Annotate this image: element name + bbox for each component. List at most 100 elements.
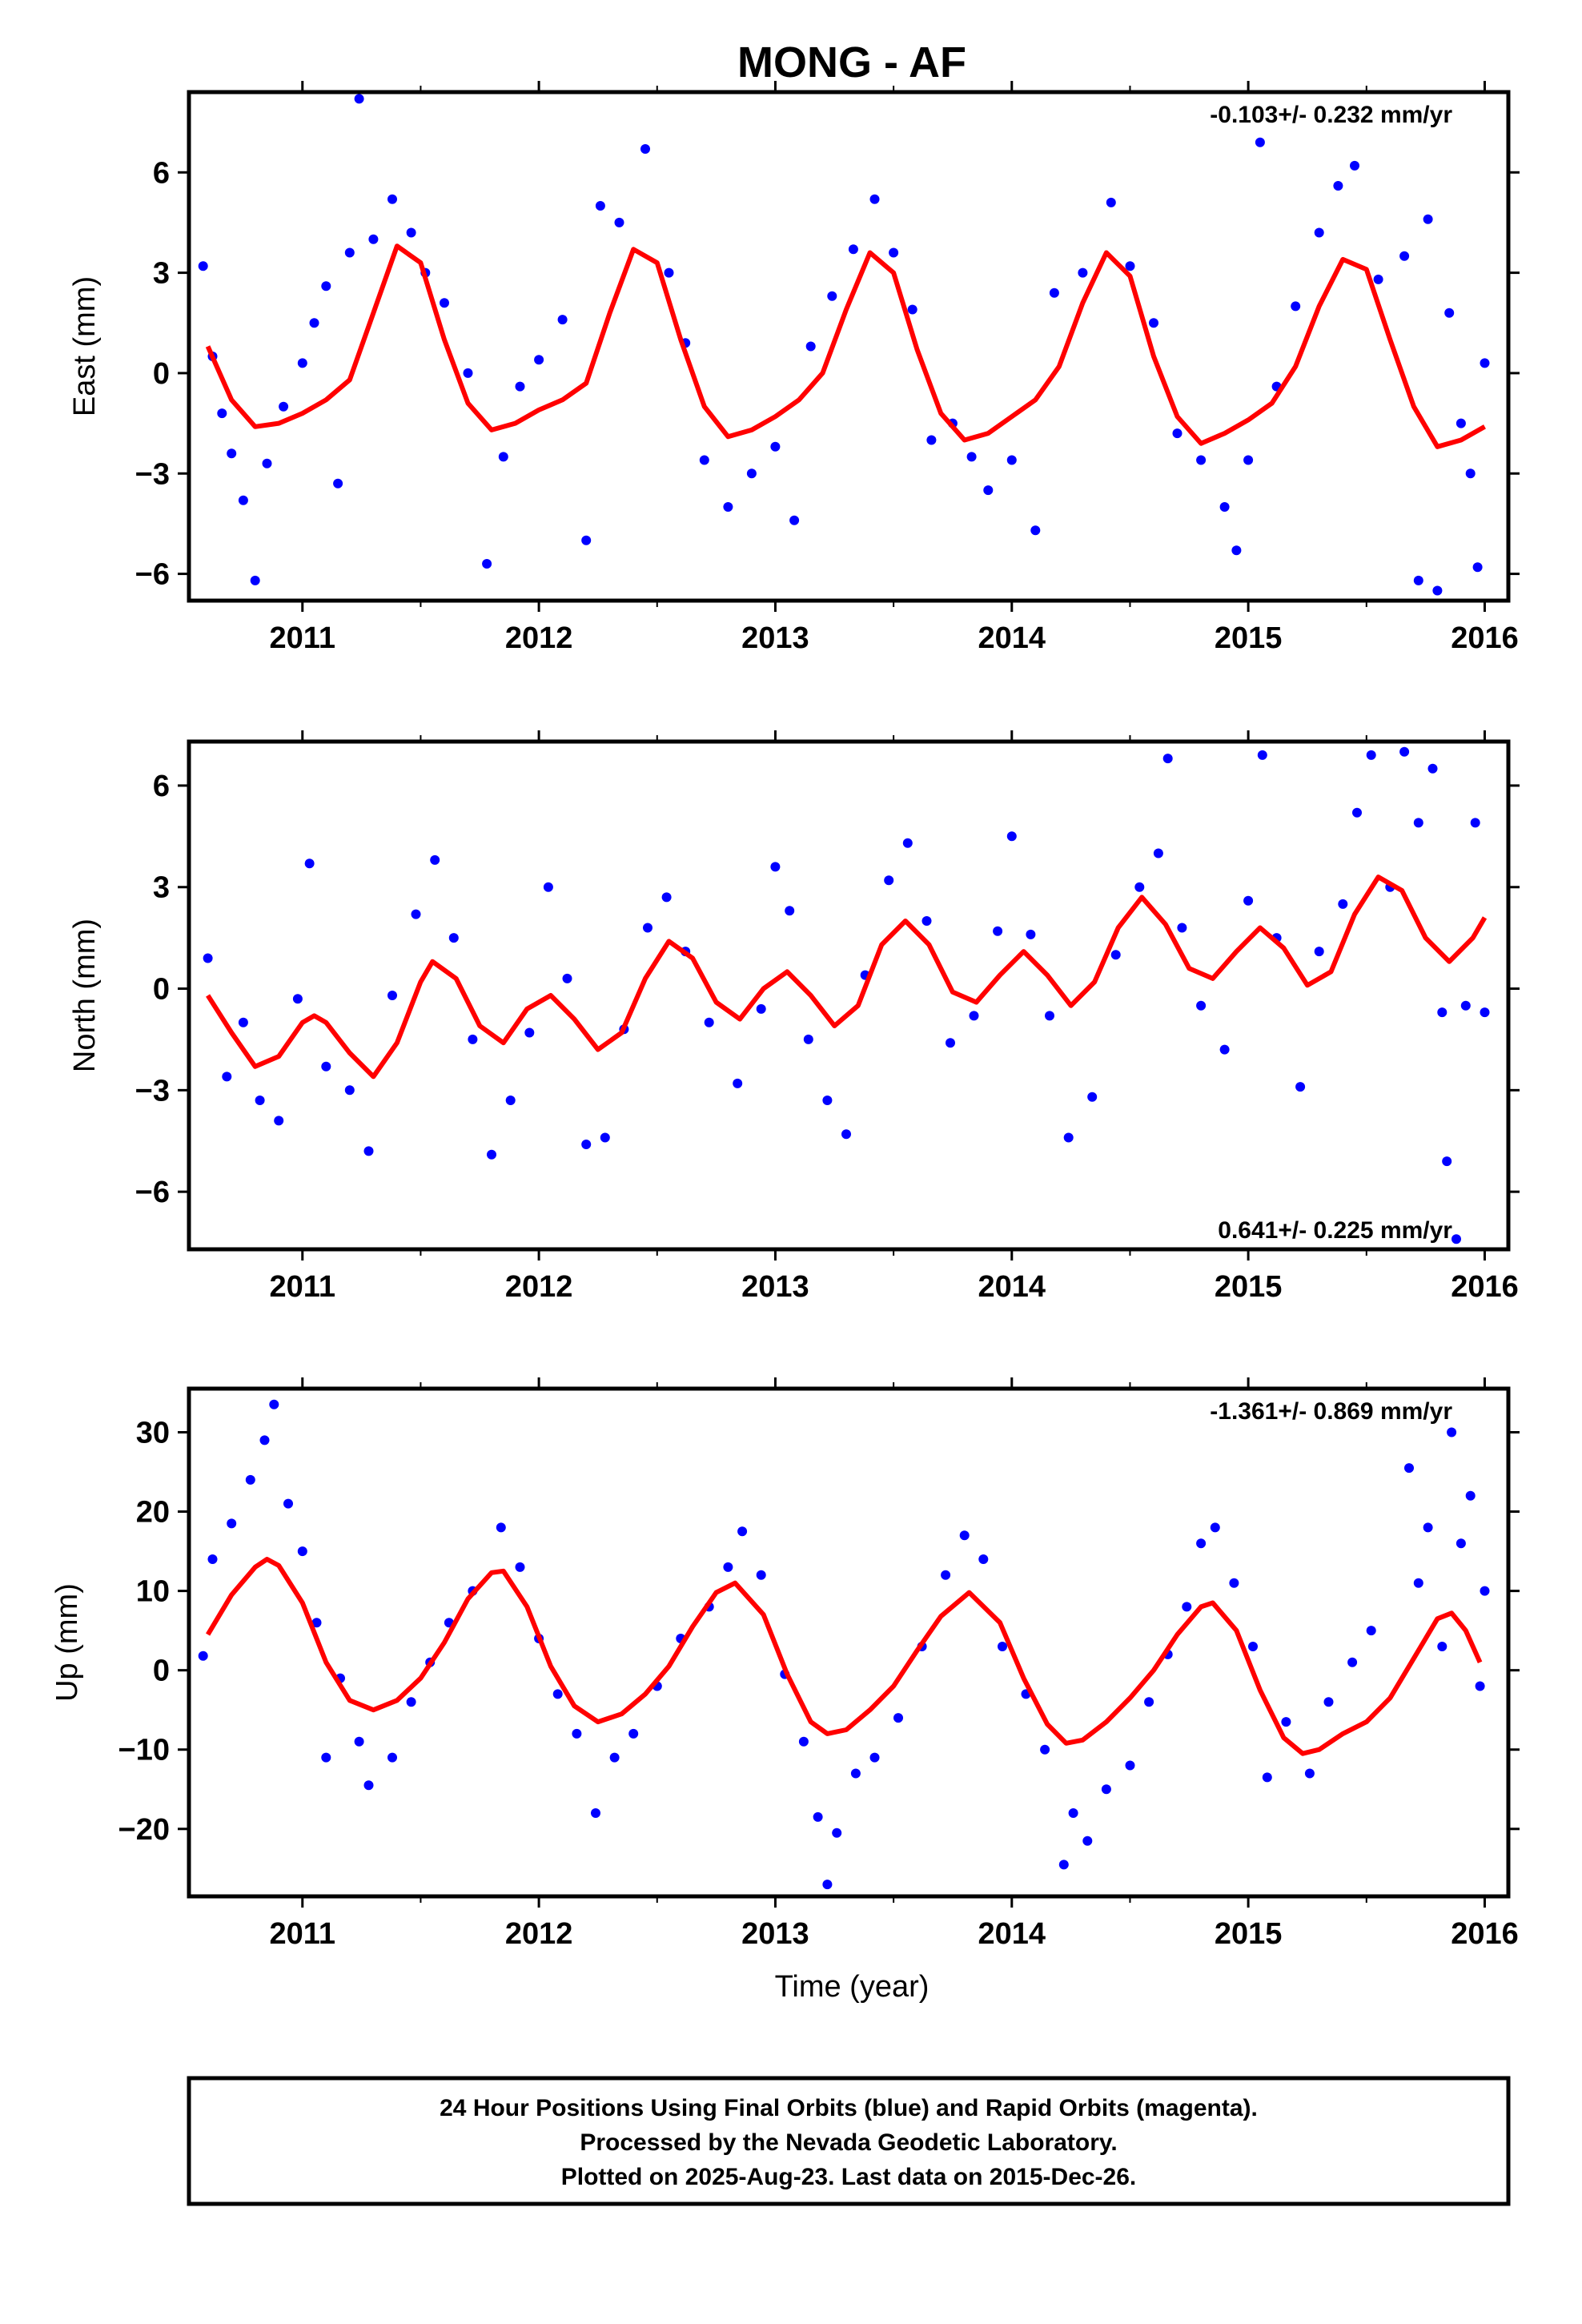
up-xtick-label-2: 2013 [741, 1917, 809, 1951]
east-point-18 [440, 298, 449, 308]
up-point-71 [1465, 1490, 1476, 1501]
east-point-46 [1006, 455, 1017, 465]
up-point-39 [893, 1713, 903, 1723]
east-point-63 [1350, 160, 1359, 171]
north-point-26 [704, 1017, 714, 1027]
north-xtick-label-3: 2014 [978, 1270, 1046, 1304]
north-point-10 [387, 991, 397, 1000]
north-point-5 [292, 994, 303, 1004]
east-point-26 [595, 201, 605, 211]
north-point-24 [661, 892, 672, 903]
east-point-13 [354, 94, 364, 104]
up-point-6 [283, 1498, 293, 1509]
east-point-45 [983, 485, 994, 496]
north-point-23 [643, 923, 652, 933]
up-point-50 [1101, 1784, 1111, 1795]
up-point-11 [354, 1736, 364, 1747]
east-xtick-label-2: 2013 [741, 621, 809, 655]
north-xtick-label-5: 2016 [1451, 1270, 1519, 1304]
north-point-2 [238, 1017, 248, 1027]
up-point-56 [1210, 1522, 1220, 1533]
north-point-60 [1366, 750, 1376, 760]
north-point-4 [274, 1116, 284, 1126]
north-point-48 [1153, 848, 1163, 858]
up-y-axis-label: Up (mm) [50, 1583, 84, 1702]
east-point-61 [1314, 227, 1324, 238]
north-point-57 [1314, 947, 1324, 957]
up-point-69 [1447, 1427, 1457, 1437]
up-xtick-label-3: 2014 [978, 1917, 1046, 1951]
north-point-30 [785, 906, 795, 916]
east-point-47 [1030, 525, 1041, 536]
up-point-12 [363, 1780, 374, 1791]
north-point-63 [1413, 818, 1423, 828]
north-point-14 [468, 1034, 478, 1044]
east-point-34 [770, 441, 781, 452]
up-ytick-label-2: 10 [136, 1575, 170, 1609]
north-point-65 [1437, 1007, 1447, 1018]
east-point-31 [699, 455, 709, 465]
up-point-49 [1082, 1835, 1093, 1846]
north-point-41 [1006, 831, 1017, 842]
east-point-65 [1399, 251, 1410, 261]
north-point-32 [822, 1096, 833, 1105]
north-point-50 [1177, 923, 1187, 933]
east-point-9 [309, 318, 319, 328]
east-point-12 [344, 247, 355, 258]
east-point-16 [406, 227, 416, 238]
east-point-68 [1432, 585, 1443, 596]
up-xtick-label-0: 2011 [270, 1917, 335, 1951]
up-point-43 [978, 1554, 989, 1564]
up-point-61 [1304, 1768, 1315, 1779]
up-point-23 [591, 1808, 600, 1818]
up-point-64 [1366, 1626, 1376, 1636]
north-frame [187, 739, 1511, 1252]
east-point-60 [1291, 301, 1301, 312]
north-point-31 [803, 1034, 813, 1044]
east-ytick-label-1: 3 [153, 257, 170, 291]
east-point-4 [238, 495, 248, 505]
up-point-55 [1196, 1538, 1207, 1549]
up-point-13 [387, 1752, 397, 1763]
north-point-59 [1352, 807, 1362, 818]
north-point-13 [448, 933, 459, 943]
east-point-51 [1125, 261, 1135, 271]
east-points [198, 94, 1490, 596]
chart-title: MONG - AF [737, 38, 966, 86]
x-axis-label: Time (year) [775, 1970, 930, 2004]
up-point-33 [798, 1736, 809, 1747]
east-point-8 [297, 358, 307, 368]
north-point-66 [1442, 1156, 1452, 1167]
up-point-67 [1423, 1522, 1433, 1533]
north-point-19 [562, 973, 572, 983]
east-point-11 [333, 478, 343, 489]
east-point-57 [1243, 455, 1254, 465]
up-point-47 [1058, 1860, 1069, 1870]
up-panel: 30 20 10 0 −10 −20 2011 2012 2013 2014 2015 2016 Up … [50, 1377, 1520, 1951]
east-point-0 [198, 261, 208, 271]
east-point-56 [1231, 545, 1242, 556]
east-xtick-label-5: 2016 [1451, 621, 1519, 655]
north-y-axis-label: North (mm) [68, 919, 102, 1072]
north-point-6 [304, 858, 315, 869]
north-fit-line [206, 875, 1488, 1080]
east-point-73 [1480, 358, 1490, 368]
up-point-70 [1456, 1538, 1466, 1549]
north-ytick-label-3: −3 [135, 1074, 170, 1108]
north-point-54 [1257, 750, 1267, 760]
up-point-3 [245, 1474, 255, 1485]
up-point-35 [822, 1880, 833, 1890]
north-point-36 [902, 838, 913, 848]
east-point-48 [1049, 287, 1059, 298]
up-point-7 [297, 1546, 307, 1557]
east-y-axis-label: East (mm) [68, 276, 102, 416]
east-point-28 [640, 144, 650, 154]
footer-line-2: Processed by the Nevada Geodetic Laborat… [580, 2129, 1117, 2156]
east-point-10 [321, 281, 331, 292]
north-point-62 [1399, 746, 1410, 757]
north-point-3 [255, 1096, 265, 1105]
up-point-60 [1281, 1717, 1291, 1727]
east-point-14 [368, 234, 379, 244]
east-point-27 [614, 217, 624, 227]
east-point-70 [1456, 418, 1466, 428]
